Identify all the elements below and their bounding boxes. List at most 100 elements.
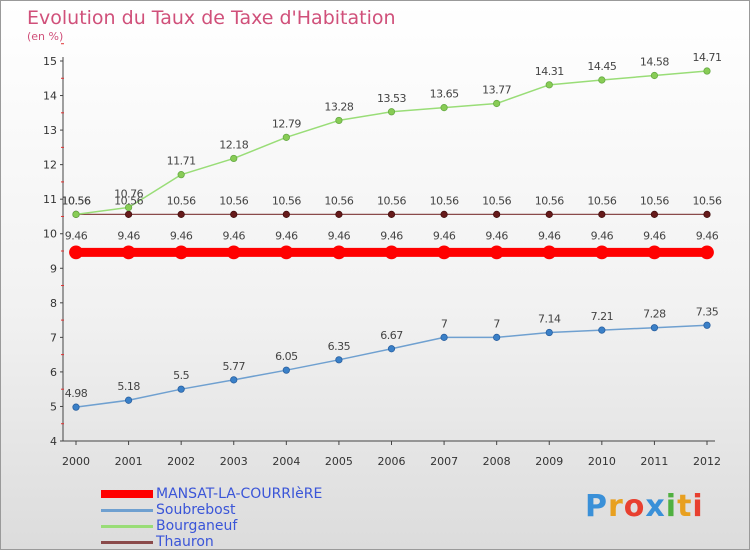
data-label-3: 10.56 [693, 194, 722, 207]
data-point-3 [177, 210, 185, 218]
logo-letter: i [665, 489, 678, 524]
data-label-1: 6.05 [275, 350, 298, 363]
legend-label-thauron: Thauron [156, 534, 214, 550]
x-tick-label: 2010 [588, 455, 616, 468]
y-tick-label: 15 [43, 55, 57, 68]
data-label-0: 9.46 [65, 229, 88, 242]
data-point-1 [335, 356, 343, 364]
data-point-2 [598, 76, 606, 84]
data-label-1: 5.5 [173, 369, 189, 382]
data-point-0 [594, 245, 609, 260]
data-label-1: 7.35 [696, 305, 719, 318]
chart-title: Evolution du Taux de Taxe d'Habitation [27, 7, 396, 29]
data-point-1 [545, 328, 553, 337]
data-point-2 [650, 71, 659, 80]
data-label-3: 10.56 [219, 194, 248, 207]
data-point-2 [282, 133, 290, 141]
data-label-0: 9.46 [696, 229, 719, 242]
y-tick-label: 10 [43, 228, 57, 241]
x-tick-label: 2001 [115, 455, 143, 468]
data-point-3 [282, 210, 290, 218]
y-tick-label: 5 [50, 400, 57, 413]
data-point-3 [650, 210, 659, 218]
data-point-0 [542, 245, 557, 260]
logo-letter: x [645, 489, 666, 524]
x-tick-label: 2006 [378, 455, 406, 468]
data-label-0: 9.46 [223, 229, 246, 242]
data-label-2: 13.77 [482, 83, 511, 96]
data-point-2 [335, 116, 343, 125]
data-point-2 [493, 99, 501, 108]
data-point-0 [437, 245, 451, 260]
y-tick-label: 4 [50, 435, 57, 448]
data-label-1: 7 [441, 317, 448, 330]
data-label-0: 9.46 [538, 229, 561, 242]
data-label-1: 7 [493, 317, 500, 330]
logo-letter: P [585, 489, 608, 524]
data-label-0: 9.46 [485, 229, 508, 242]
x-tick-label: 2003 [220, 455, 248, 468]
x-tick-label: 2004 [272, 455, 300, 468]
y-tick-label: 9 [50, 262, 57, 275]
data-point-3 [387, 210, 396, 218]
x-tick-label: 2011 [640, 455, 668, 468]
data-point-0 [384, 245, 399, 260]
data-label-1: 7.21 [591, 310, 614, 323]
data-label-1: 6.35 [328, 340, 351, 353]
y-tick-label: 13 [43, 124, 57, 137]
data-point-2 [545, 81, 553, 89]
data-point-1 [493, 333, 501, 341]
data-label-3: 10.56 [272, 194, 301, 207]
data-point-1 [177, 385, 185, 393]
logo-letter: i [692, 489, 704, 524]
data-point-0 [226, 245, 241, 260]
data-label-2: 13.65 [430, 88, 459, 101]
data-point-2 [177, 171, 185, 179]
data-point-2 [72, 210, 80, 218]
data-point-0 [69, 245, 83, 260]
data-point-1 [703, 321, 711, 329]
data-point-3 [545, 210, 553, 218]
legend-swatch-mansat [101, 490, 153, 498]
x-tick-label: 2012 [693, 455, 721, 468]
data-label-0: 9.46 [643, 229, 666, 242]
data-point-2 [440, 104, 448, 112]
data-point-2 [703, 67, 711, 75]
data-label-2: 14.71 [693, 51, 722, 64]
y-tick-label: 14 [43, 90, 57, 103]
data-label-3: 10.56 [640, 194, 669, 207]
data-label-0: 9.46 [433, 229, 456, 242]
data-point-1 [387, 345, 396, 353]
y-tick-label: 6 [50, 366, 57, 379]
data-point-1 [440, 333, 448, 341]
data-label-3: 10.56 [377, 194, 406, 207]
data-label-2: 11.71 [167, 155, 196, 168]
data-point-2 [230, 154, 238, 163]
data-label-2: 12.79 [272, 117, 301, 130]
data-label-3: 10.56 [167, 194, 196, 207]
data-label-0: 9.46 [328, 229, 351, 242]
data-label-2: 14.45 [587, 60, 616, 73]
proxiti-logo[interactable]: Proxiti [585, 489, 704, 524]
y-tick-label: 11 [43, 193, 57, 206]
data-label-3: 10.56 [62, 194, 91, 207]
data-point-1 [72, 403, 80, 411]
legend-label-mansat: MANSAT-LA-COURRIèRE [156, 486, 323, 502]
data-label-3: 10.56 [587, 194, 616, 207]
data-point-0 [121, 245, 136, 260]
data-point-0 [647, 245, 662, 260]
data-label-3: 10.56 [482, 194, 511, 207]
x-tick-label: 2005 [325, 455, 353, 468]
data-point-2 [387, 108, 396, 116]
data-point-1 [282, 366, 290, 374]
data-label-3: 10.56 [430, 194, 459, 207]
data-label-1: 6.67 [380, 329, 403, 342]
data-label-0: 9.46 [275, 229, 298, 242]
legend-label-bourganeuf: Bourganeuf [156, 518, 238, 534]
data-label-3: 10.56 [324, 194, 353, 207]
data-label-2: 14.58 [640, 56, 669, 69]
data-point-2 [124, 203, 133, 212]
y-tick-label: 12 [43, 159, 57, 172]
data-label-2: 13.53 [377, 92, 406, 105]
